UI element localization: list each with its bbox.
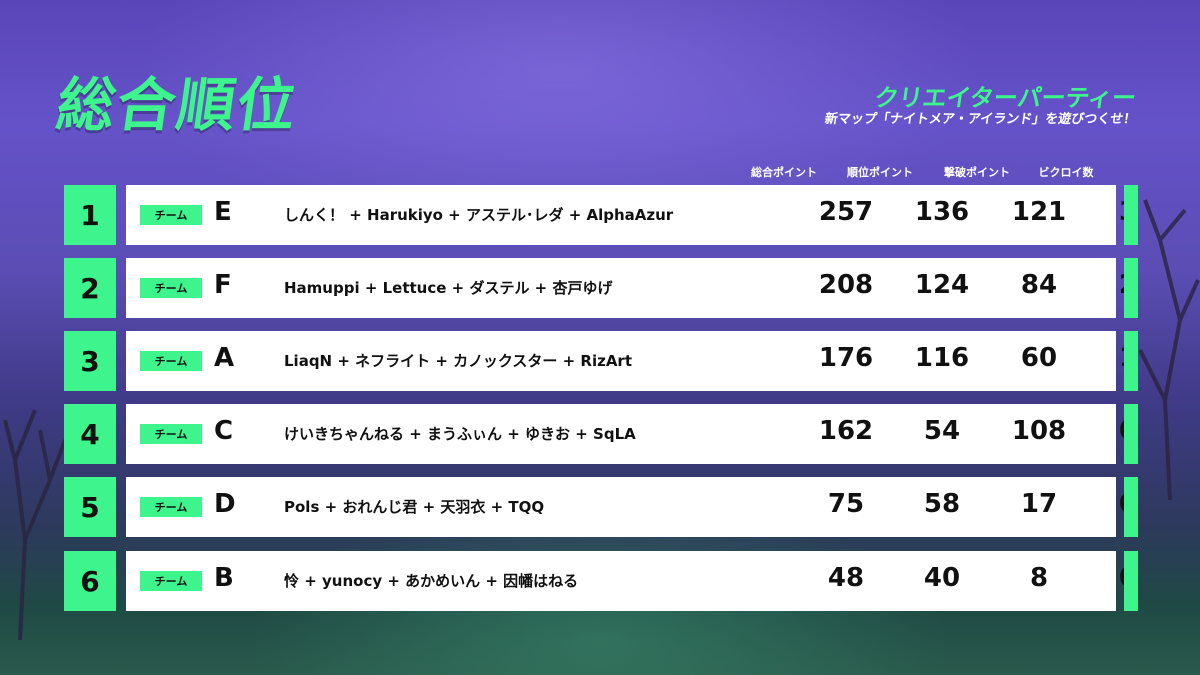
- total-points: 176: [818, 343, 874, 373]
- rank-number: 3: [64, 331, 116, 391]
- placement-points: 40: [923, 563, 961, 593]
- row-panel: チーム C けいきちゃんねる + まうふぃん + ゆきお + SqLA 162 …: [126, 404, 1137, 464]
- placement-points: 136: [914, 197, 970, 227]
- rank-number: 6: [64, 551, 116, 611]
- event-subtitle: 新マップ「ナイトメア・アイランド」を遊びつくせ！: [823, 112, 1137, 127]
- column-header-wins: ビクロイ数: [1038, 166, 1094, 179]
- column-header-placement: 順位ポイント: [847, 166, 913, 179]
- row-panel: チーム B 怜 + yunocy + あかめいん + 因幡はねる 48 40 8…: [126, 551, 1137, 611]
- total-points: 208: [818, 270, 874, 300]
- team-tag: チーム: [140, 351, 202, 371]
- row-end-bar: [1124, 258, 1138, 318]
- placement-points: 58: [923, 489, 961, 519]
- row-end-bar: [1124, 477, 1138, 537]
- row-end-bar: [1124, 404, 1138, 464]
- elim-points: 8: [1029, 563, 1049, 593]
- placement-points: 116: [914, 343, 970, 373]
- column-header-total: 総合ポイント: [751, 166, 817, 179]
- elim-points: 108: [1011, 416, 1067, 446]
- rank-number: 4: [64, 404, 116, 464]
- row-end-bar: [1124, 551, 1138, 611]
- page-title: 総合順位: [52, 71, 303, 139]
- elim-points: 84: [1020, 270, 1058, 300]
- left-tree-decoration: [3, 409, 67, 640]
- ranking-row: 1 チーム E しんく！ + Harukiyo + アステル･レダ + Alph…: [64, 185, 1138, 245]
- placement-points: 54: [923, 416, 961, 446]
- rank-number: 1: [64, 185, 116, 245]
- row-end-bar: [1124, 331, 1138, 391]
- team-members: Pols + おれんじ君 + 天羽衣 + TQQ: [284, 498, 545, 516]
- row-end-bar: [1124, 185, 1138, 245]
- team-members: けいきちゃんねる + まうふぃん + ゆきお + SqLA: [284, 425, 636, 443]
- elim-points: 60: [1020, 343, 1058, 373]
- row-panel: チーム F Hamuppi + Lettuce + ダステル + 杏戸ゆげ 20…: [126, 258, 1137, 318]
- team-letter: E: [214, 197, 232, 227]
- row-panel: チーム D Pols + おれんじ君 + 天羽衣 + TQQ 75 58 17 …: [126, 477, 1137, 537]
- team-letter: C: [214, 416, 234, 446]
- ranking-row: 6 チーム B 怜 + yunocy + あかめいん + 因幡はねる 48 40…: [64, 551, 1138, 611]
- row-panel: チーム E しんく！ + Harukiyo + アステル･レダ + AlphaA…: [126, 185, 1137, 245]
- team-tag: チーム: [140, 205, 202, 225]
- elim-points: 17: [1020, 489, 1058, 519]
- ranking-row: 4 チーム C けいきちゃんねる + まうふぃん + ゆきお + SqLA 16…: [64, 404, 1138, 464]
- ranking-row: 5 チーム D Pols + おれんじ君 + 天羽衣 + TQQ 75 58 1…: [64, 477, 1138, 537]
- team-tag: チーム: [140, 278, 202, 298]
- team-members: Hamuppi + Lettuce + ダステル + 杏戸ゆげ: [284, 279, 613, 297]
- team-letter: B: [214, 563, 234, 593]
- team-members: LiaqN + ネフライト + カノックスター + RizArt: [284, 352, 633, 370]
- total-points: 162: [818, 416, 874, 446]
- right-tree-decoration: [1138, 199, 1200, 500]
- total-points: 48: [827, 563, 865, 593]
- team-tag: チーム: [140, 571, 202, 591]
- team-tag: チーム: [140, 497, 202, 517]
- total-points: 257: [818, 197, 874, 227]
- team-tag: チーム: [140, 424, 202, 444]
- team-letter: D: [214, 489, 236, 519]
- team-letter: A: [214, 343, 235, 373]
- team-members: 怜 + yunocy + あかめいん + 因幡はねる: [284, 572, 579, 590]
- rank-number: 5: [64, 477, 116, 537]
- team-letter: F: [214, 270, 232, 300]
- row-panel: チーム A LiaqN + ネフライト + カノックスター + RizArt 1…: [126, 331, 1137, 391]
- rank-number: 2: [64, 258, 116, 318]
- team-members: しんく！ + Harukiyo + アステル･レダ + AlphaAzur: [284, 206, 674, 224]
- elim-points: 121: [1011, 197, 1067, 227]
- ranking-row: 3 チーム A LiaqN + ネフライト + カノックスター + RizArt…: [64, 331, 1138, 391]
- total-points: 75: [827, 489, 865, 519]
- ranking-row: 2 チーム F Hamuppi + Lettuce + ダステル + 杏戸ゆげ …: [64, 258, 1138, 318]
- placement-points: 124: [914, 270, 970, 300]
- column-header-elims: 撃破ポイント: [944, 166, 1010, 179]
